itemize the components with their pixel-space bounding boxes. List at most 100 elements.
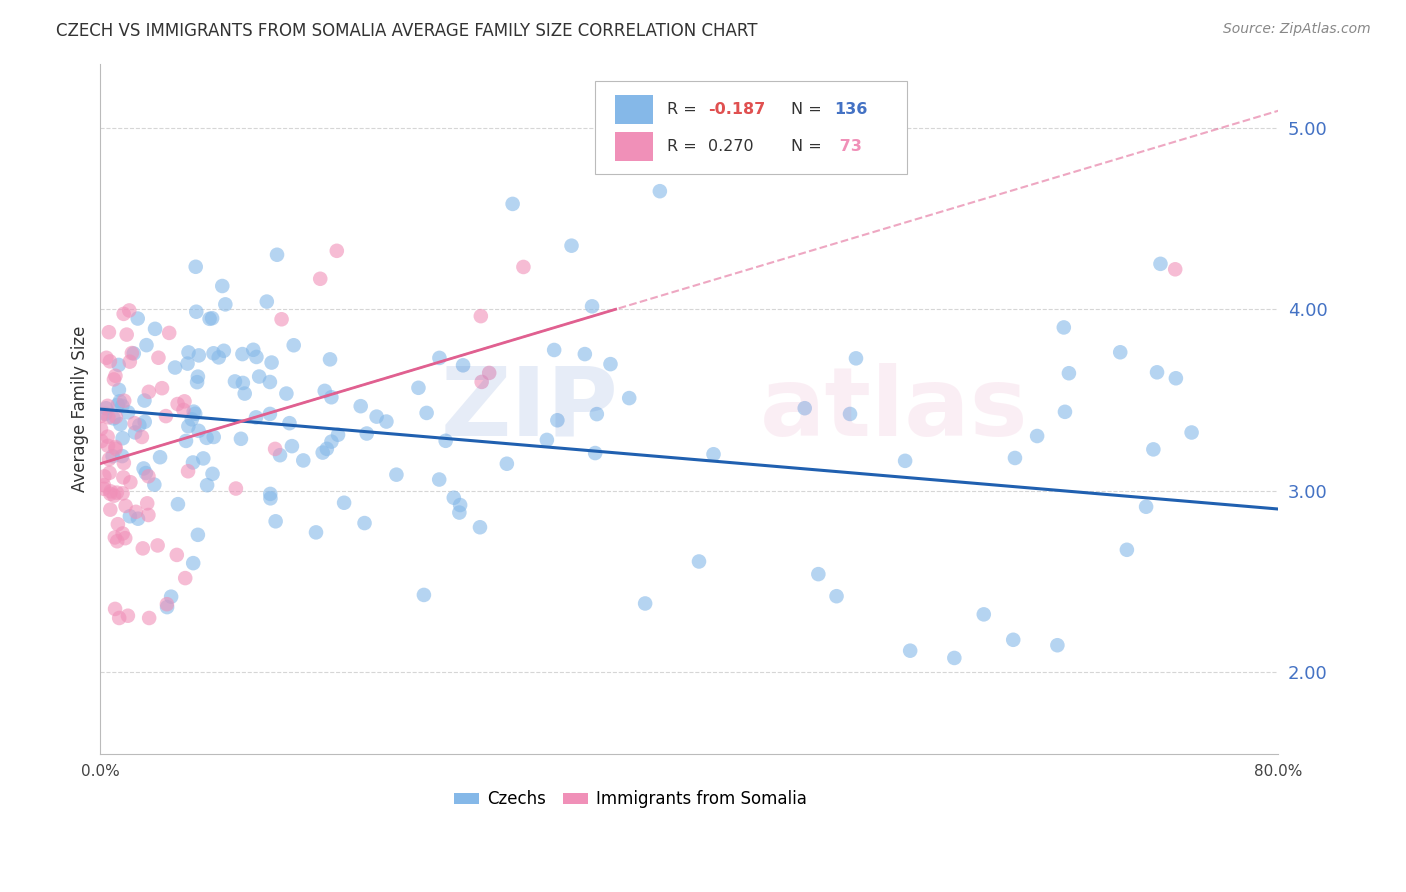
Point	[155, 409, 177, 423]
Point	[560, 238, 582, 252]
Point	[97, 439, 120, 453]
Point	[122, 346, 145, 360]
Point	[512, 260, 534, 274]
Point	[1115, 542, 1137, 557]
Point	[314, 384, 336, 398]
Point	[184, 407, 207, 421]
Point	[583, 446, 606, 460]
Point	[146, 538, 169, 552]
Point	[1046, 638, 1069, 652]
Point	[269, 448, 291, 462]
Point	[429, 351, 451, 365]
Text: -0.187: -0.187	[709, 103, 765, 117]
Point	[270, 312, 292, 326]
Point	[187, 528, 209, 542]
Point	[112, 470, 135, 484]
Point	[93, 482, 115, 496]
Point	[176, 357, 198, 371]
Point	[104, 442, 127, 456]
Point	[319, 352, 342, 367]
Point	[96, 351, 118, 365]
Point	[100, 484, 122, 499]
Point	[427, 473, 450, 487]
Point	[101, 449, 124, 463]
Point	[283, 338, 305, 352]
Point	[195, 431, 218, 445]
Point	[1164, 371, 1187, 385]
Point	[104, 440, 127, 454]
Point	[118, 303, 141, 318]
Point	[471, 375, 494, 389]
Point	[93, 469, 115, 483]
Point	[104, 602, 127, 616]
Point	[256, 294, 278, 309]
Point	[114, 531, 136, 545]
Point	[103, 489, 125, 503]
Point	[181, 556, 204, 570]
Point	[585, 407, 607, 421]
Point	[166, 397, 188, 411]
Point	[385, 467, 408, 482]
Point	[688, 554, 710, 568]
Point	[118, 354, 141, 368]
Point	[138, 469, 160, 483]
Point	[104, 531, 127, 545]
Point	[574, 347, 596, 361]
Point	[177, 345, 200, 359]
Point	[1135, 500, 1157, 514]
Point	[103, 372, 125, 386]
Point	[412, 588, 434, 602]
Point	[128, 418, 150, 433]
Point	[242, 343, 264, 357]
Point	[264, 442, 287, 456]
Point	[634, 597, 657, 611]
Point	[198, 311, 221, 326]
Point	[121, 346, 143, 360]
Point	[375, 415, 398, 429]
Point	[1146, 365, 1168, 379]
Point	[107, 517, 129, 532]
Point	[160, 590, 183, 604]
Point	[312, 445, 335, 459]
Point	[112, 393, 135, 408]
Point	[173, 403, 195, 417]
Point	[166, 548, 188, 562]
Point	[973, 607, 995, 622]
Point	[94, 401, 117, 416]
Point	[143, 477, 166, 491]
Point	[104, 368, 127, 383]
Point	[536, 433, 558, 447]
Point	[98, 466, 121, 480]
Point	[321, 434, 343, 449]
Point	[502, 197, 524, 211]
Point	[259, 491, 281, 506]
Point	[104, 409, 127, 424]
Point	[148, 351, 170, 365]
Point	[98, 502, 121, 516]
Point	[546, 413, 568, 427]
Point	[157, 326, 180, 340]
Text: 0.270: 0.270	[709, 139, 754, 153]
Point	[118, 509, 141, 524]
Point	[468, 520, 491, 534]
Legend: Czechs, Immigrants from Somalia: Czechs, Immigrants from Somalia	[447, 783, 814, 815]
Point	[193, 451, 215, 466]
Point	[97, 410, 120, 425]
Point	[470, 309, 492, 323]
Point	[107, 358, 129, 372]
Point	[201, 467, 224, 481]
Point	[1109, 345, 1132, 359]
Text: N =: N =	[790, 103, 827, 117]
Text: 73: 73	[834, 139, 862, 153]
Point	[1164, 262, 1187, 277]
Point	[1149, 257, 1171, 271]
Point	[245, 350, 267, 364]
Point	[110, 417, 132, 432]
Point	[103, 411, 125, 425]
Point	[495, 457, 517, 471]
Point	[111, 449, 134, 463]
Point	[135, 338, 157, 352]
Point	[97, 430, 120, 444]
Text: R =: R =	[666, 103, 702, 117]
Point	[276, 386, 298, 401]
